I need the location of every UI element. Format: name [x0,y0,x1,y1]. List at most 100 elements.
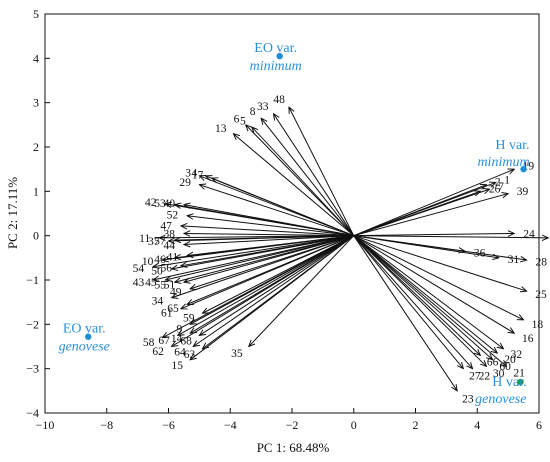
x-tick-label: −8 [100,418,113,432]
loading-vector-51 [184,235,354,283]
x-tick-label: 6 [536,418,542,432]
loading-vector-6 [246,125,355,237]
loading-vector-32 [353,235,504,349]
y-tick-label: −2 [26,317,39,331]
loading-label-6: 6 [234,113,240,125]
loading-vector-2 [353,185,487,237]
y-tick-label: 2 [33,140,39,154]
group-label-line1: H var. [492,375,526,390]
loading-label-26: 26 [489,183,501,195]
loading-vector-21 [353,235,507,367]
loading-label-52: 52 [167,210,179,222]
y-tick-label: 5 [33,7,39,21]
loading-label-20: 20 [504,354,516,366]
loading-vector-61 [181,235,354,309]
loading-label-41: 41 [167,252,179,264]
loading-label-38: 38 [163,228,175,240]
loading-label-39: 39 [517,186,529,198]
loading-vector-64 [193,235,355,347]
x-tick-label: −6 [162,418,175,432]
loading-label-47: 47 [160,220,172,232]
loading-label-44: 44 [163,240,175,252]
loading-vector-56 [181,235,354,266]
group-point-4 [517,378,524,386]
loading-vector-44 [184,235,354,245]
loading-label-60: 60 [499,361,511,373]
loading-label-32: 32 [511,349,523,361]
y-tick-label: 1 [33,184,39,198]
loading-label-61: 61 [161,307,173,319]
x-axis-ticks: −10 −8 −6 −4 −2 0 2 4 6 [36,408,542,432]
loading-vector-15 [190,235,355,360]
x-tick-label: 2 [413,418,419,432]
loading-vector-38 [184,233,354,235]
loading-label-14: 14 [171,333,183,345]
loading-vectors [153,107,548,391]
loading-vector-27 [353,235,464,369]
loading-vector-39 [353,194,508,237]
group-label-line1: H var. [495,138,529,153]
x-tick-label: −4 [224,418,237,432]
loading-label-31: 31 [508,254,520,266]
loading-label-36: 36 [474,247,486,259]
loading-vector-33 [273,114,355,236]
loading-label-15: 15 [171,360,183,372]
loading-label-63: 63 [184,349,196,361]
loading-label-25: 25 [535,289,547,301]
loading-vector-48 [289,107,355,236]
loading-vector-12 [353,236,549,238]
loading-vector-35 [249,235,355,347]
loading-label-3: 3 [185,168,191,180]
loading-label-18: 18 [532,319,544,331]
group-label-line1: EO var. [254,41,297,56]
x-axis-title: PC 1: 68.48% [257,440,330,455]
loading-vector-66 [353,235,481,356]
loading-label-40: 40 [164,198,176,210]
group-label-line2: genovese [475,392,526,407]
loading-vector-19 [353,169,515,237]
loading-label-29: 29 [179,177,191,189]
loading-label-42: 42 [145,197,157,209]
loading-label-23: 23 [462,393,474,405]
loading-label-7: 7 [498,181,504,193]
loading-label-57: 57 [154,235,166,247]
loading-vector-25 [353,235,527,291]
loading-label-13: 13 [215,123,227,135]
loading-vector-58 [162,235,354,338]
loading-label-30: 30 [493,368,505,380]
loading-label-21: 21 [513,367,525,379]
loading-label-46: 46 [154,254,166,266]
loading-label-2: 2 [495,176,501,188]
loading-label-58: 58 [143,337,155,349]
loading-label-11: 11 [139,233,150,245]
loading-vector-40 [184,205,354,237]
loading-label-33: 33 [257,101,269,113]
loading-vector-18 [353,235,524,320]
loading-labels: 1272619392412363128251816322066603021222… [133,94,548,405]
loading-label-43: 43 [133,277,145,289]
y-tick-label: −4 [26,406,39,420]
loading-vector-17 [212,178,354,237]
loading-label-66: 66 [487,357,499,369]
group-point-1 [276,52,283,60]
loading-vector-8 [261,118,355,236]
loading-label-1: 1 [504,174,510,186]
loading-label-55: 55 [154,279,166,291]
loading-label-37: 37 [148,236,160,248]
loading-vector-57 [175,235,354,240]
loading-vector-22 [353,235,473,369]
x-tick-label: 0 [351,418,357,432]
loading-vector-29 [199,185,354,237]
loading-label-51: 51 [164,280,176,292]
y-tick-label: 0 [33,229,39,243]
loading-label-49: 49 [170,287,182,299]
loading-label-34: 34 [152,296,164,308]
loading-label-67: 67 [158,335,170,347]
y-tick-label: −1 [26,273,39,287]
group-point-2 [85,333,92,340]
loading-vector-62 [172,235,355,347]
loading-label-8: 8 [250,106,256,118]
x-tick-label: −2 [286,418,299,432]
loading-vector-30 [353,235,487,367]
